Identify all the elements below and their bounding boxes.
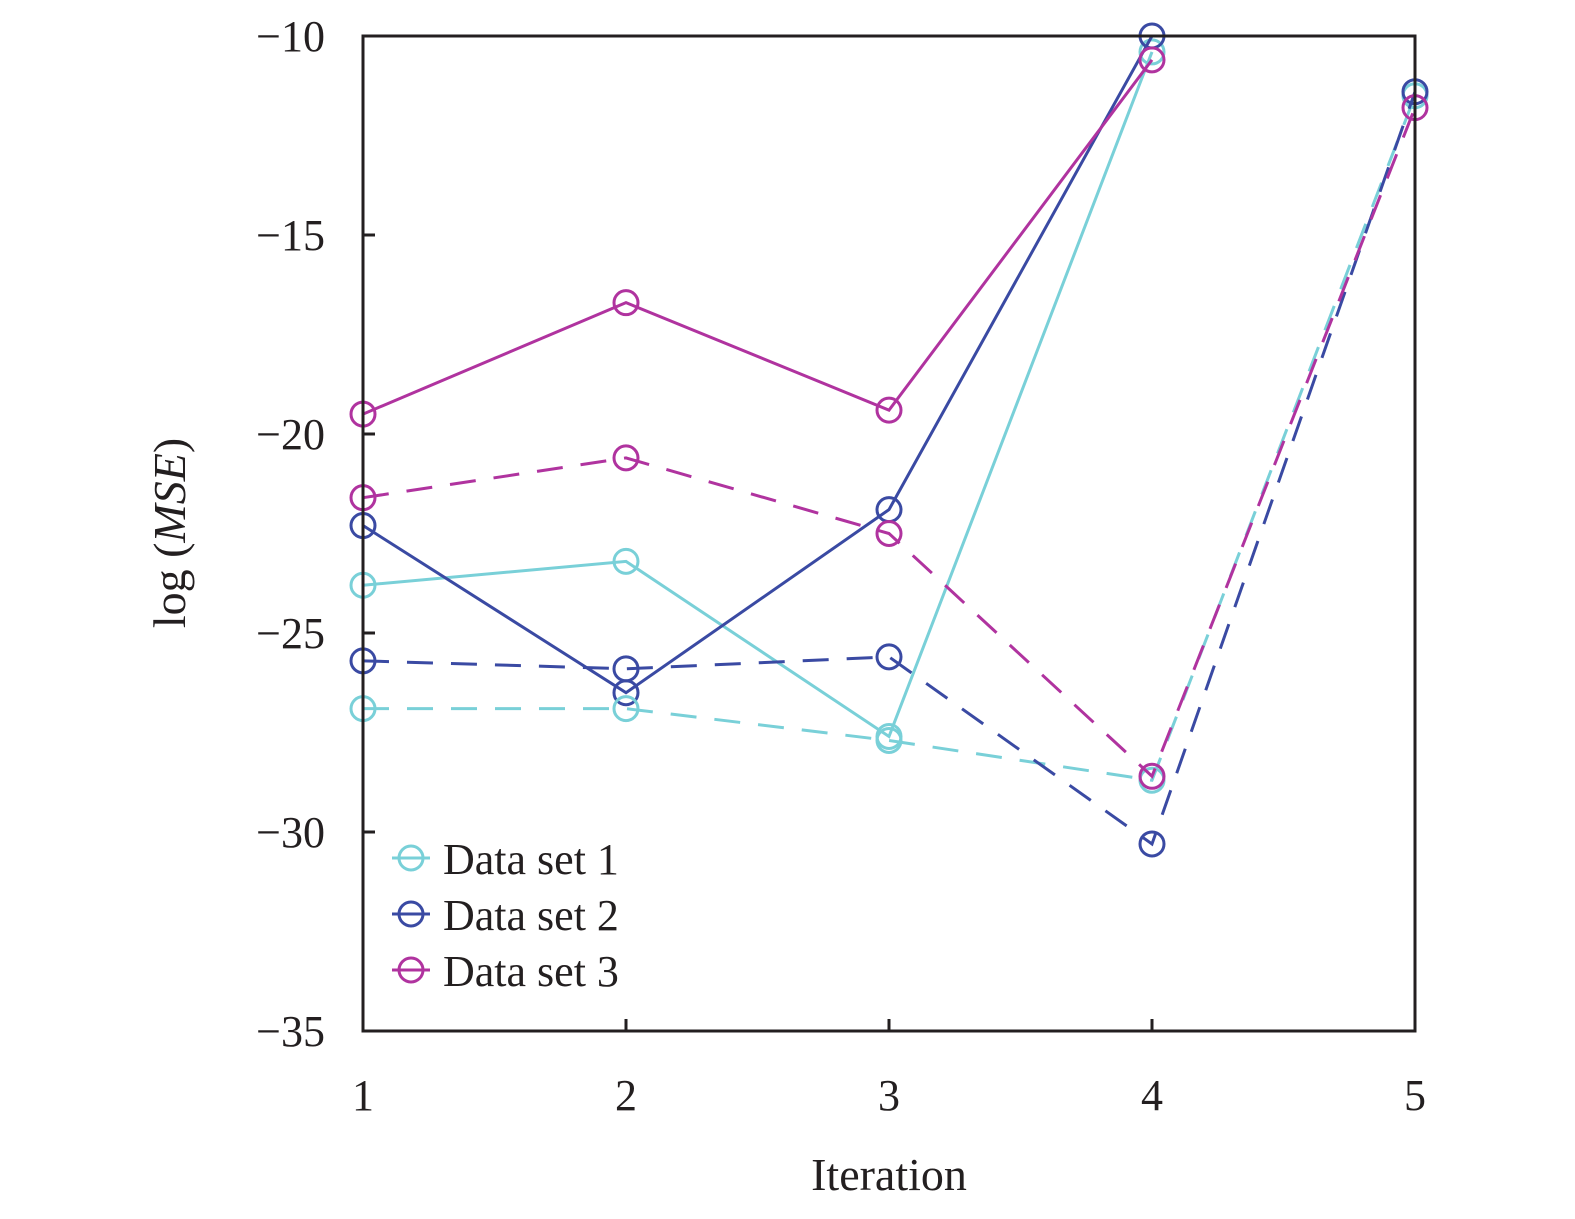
y-tick-label: −10	[256, 12, 325, 61]
series-5	[349, 78, 1429, 858]
data-point-marker	[875, 726, 903, 754]
y-tick-label: −25	[256, 609, 325, 658]
data-point-marker	[875, 520, 903, 547]
legend-marker	[397, 844, 425, 872]
x-tick-label: 1	[352, 1071, 374, 1120]
series-line	[362, 107, 1417, 779]
y-tick-label: −35	[256, 1007, 325, 1056]
legend-label: Data set 2	[443, 891, 619, 940]
x-tick-label: 3	[878, 1071, 900, 1120]
legend-marker	[397, 956, 425, 984]
data-point-marker	[875, 643, 903, 671]
x-axis-label: Iteration	[811, 1149, 967, 1200]
data-point-marker	[612, 547, 640, 575]
y-tick-label: −15	[256, 211, 325, 260]
y-tick-label: −20	[256, 410, 325, 459]
series-2	[349, 22, 1166, 707]
series-6	[349, 94, 1429, 790]
legend-label: Data set 1	[443, 835, 619, 884]
legend-marker	[397, 900, 425, 928]
series-1	[349, 38, 1166, 750]
y-axis-label: log (MSE)	[144, 438, 195, 628]
data-point-marker	[612, 655, 640, 683]
series-line	[362, 51, 1154, 739]
legend-label: Data set 3	[443, 947, 619, 996]
series-4	[349, 82, 1429, 794]
axis-ticks: 1 2 3 4 5 −35 −30 −25 −20 −15 −10	[256, 12, 1426, 1120]
series-line	[362, 58, 1154, 416]
series-line	[363, 95, 1417, 782]
x-tick-label: 2	[615, 1071, 637, 1120]
data-point-marker	[1138, 46, 1166, 74]
series-line	[362, 91, 1417, 847]
series-line	[362, 35, 1154, 695]
data-point-marker	[1138, 762, 1166, 790]
x-tick-label: 5	[1404, 1071, 1426, 1120]
data-point-marker	[612, 289, 640, 317]
series-layer	[349, 22, 1429, 858]
data-point-marker	[612, 444, 640, 472]
legend: Data set 1 Data set 2 Data set 3	[392, 835, 619, 996]
data-point-marker	[875, 396, 903, 424]
x-tick-label: 4	[1141, 1071, 1163, 1120]
data-point-marker	[1138, 830, 1166, 858]
data-point-marker	[1138, 38, 1166, 66]
y-tick-label: −30	[256, 808, 325, 857]
data-point-marker	[612, 695, 640, 723]
